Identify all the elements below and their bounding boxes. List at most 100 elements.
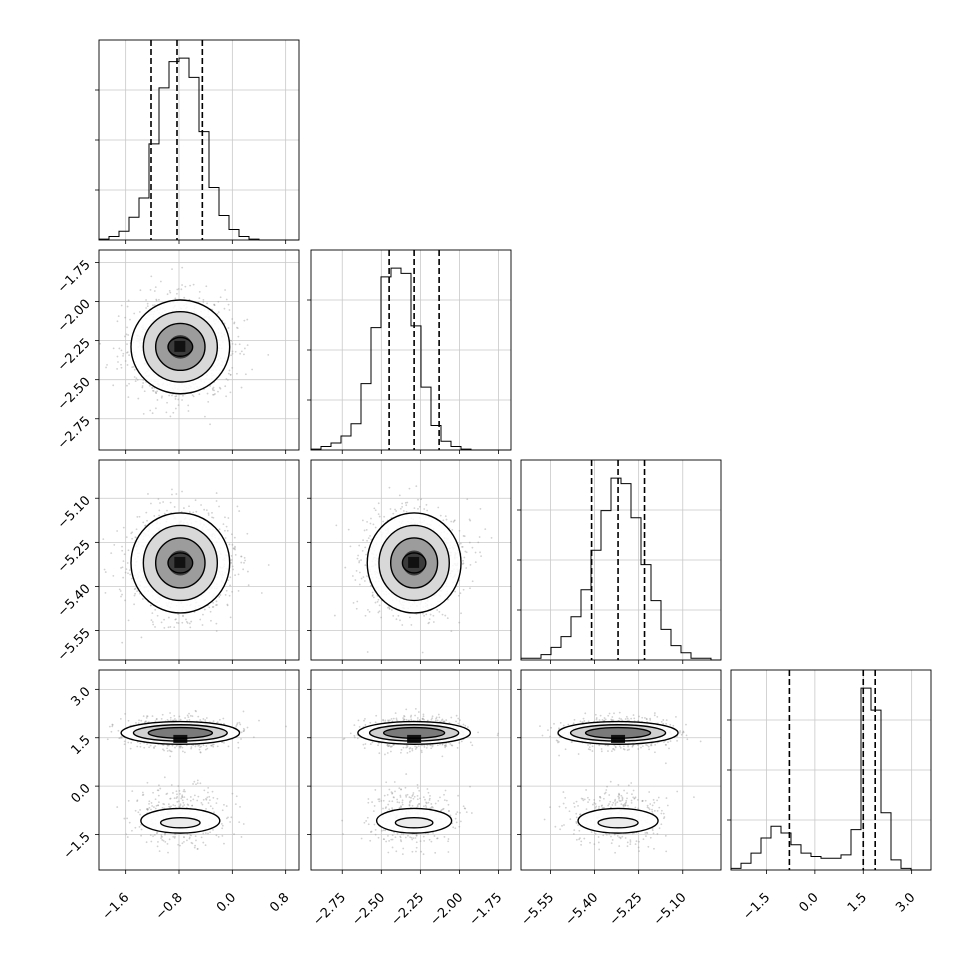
scatter-point (219, 594, 222, 596)
scatter-point (151, 715, 154, 718)
scatter-point (451, 528, 454, 531)
scatter-point (171, 493, 173, 496)
scatter-point (172, 719, 175, 722)
scatter-point (125, 536, 128, 539)
scatter-point (122, 576, 125, 579)
scatter-point (219, 296, 222, 299)
scatter-point (237, 746, 240, 749)
scatter-point (252, 736, 255, 739)
scatter-point (408, 616, 411, 619)
scatter-point (126, 351, 128, 354)
panel-content (99, 670, 299, 870)
scatter-point (474, 561, 477, 564)
scatter-point (195, 710, 197, 713)
scatter-point (225, 589, 228, 592)
scatter-point (108, 725, 111, 728)
scatter-point (171, 268, 173, 270)
scatter-point (212, 386, 215, 389)
scatter-point (154, 745, 157, 748)
scatter-point (374, 601, 377, 604)
scatter-point (168, 749, 171, 752)
scatter-point (454, 590, 457, 593)
scatter-point (247, 584, 250, 587)
scatter-point (166, 401, 168, 404)
scatter-point (138, 515, 141, 518)
scatter-point (479, 551, 481, 554)
scatter-point (228, 543, 231, 546)
scatter-point (212, 516, 215, 519)
scatter-point (469, 519, 472, 522)
scatter-point (372, 523, 375, 526)
scatter-point (395, 618, 398, 621)
scatter-point (231, 352, 234, 355)
scatter-point (117, 729, 120, 732)
scatter-point (465, 567, 468, 569)
histogram-panel-2 (517, 459, 722, 664)
scatter-point (148, 746, 151, 749)
scatter-point (361, 549, 364, 552)
scatter-point (233, 322, 236, 325)
scatter-point (394, 508, 396, 511)
scatter-point (240, 555, 242, 558)
scatter-point (423, 508, 426, 510)
scatter-point (192, 395, 195, 398)
scatter-point (182, 615, 184, 618)
scatter-point (388, 608, 391, 610)
scatter-point (166, 293, 169, 296)
scatter-point (418, 505, 421, 508)
scatter-point (462, 559, 464, 562)
scatter-point (127, 334, 130, 336)
scatter-point (158, 509, 161, 512)
scatter-point (150, 502, 152, 505)
scatter-point (223, 307, 226, 310)
scatter-point (138, 719, 140, 722)
scatter-point (436, 609, 439, 611)
scatter-point (398, 494, 401, 497)
scatter-point (234, 574, 236, 577)
scatter-point (471, 580, 474, 583)
scatter-point (173, 626, 176, 629)
scatter-point (347, 528, 350, 531)
scatter-point (112, 347, 115, 350)
scatter-point (126, 384, 128, 387)
scatter-point (212, 393, 214, 396)
contour-line (401, 552, 427, 574)
scatter-point (446, 617, 449, 620)
scatter-point (174, 297, 177, 300)
scatter-point (230, 533, 233, 536)
scatter-point (408, 487, 411, 490)
scatter-point (204, 415, 206, 418)
scatter-point (246, 570, 249, 573)
scatter-point (125, 333, 128, 336)
panel-frame (98, 459, 300, 661)
scatter-point (126, 364, 129, 366)
scatter-point (371, 595, 374, 597)
scatter-point (131, 531, 134, 534)
scatter-point (118, 347, 121, 350)
scatter-point (229, 391, 232, 394)
scatter-point (161, 713, 164, 716)
scatter-point (369, 534, 371, 537)
scatter-point (124, 571, 127, 574)
scatter-point (444, 614, 447, 617)
scatter-point (212, 605, 215, 608)
scatter-point (175, 745, 178, 747)
scatter-point (390, 609, 393, 611)
contour-line (130, 299, 231, 395)
scatter-point (203, 608, 206, 611)
scatter-point (174, 398, 177, 400)
scatter-point (205, 745, 208, 747)
scatter-point (205, 509, 208, 512)
scatter-point (147, 493, 149, 495)
scatter-point (212, 745, 215, 748)
scatter-point (166, 747, 168, 750)
scatter-point (358, 544, 361, 547)
scatter-point (401, 624, 404, 626)
scatter-point (122, 526, 125, 529)
scatter-point (480, 555, 483, 558)
scatter-point (121, 545, 123, 548)
scatter-point (231, 318, 234, 320)
scatter-point (461, 563, 464, 565)
scatter-point (200, 745, 202, 748)
scatter-point (209, 384, 212, 387)
